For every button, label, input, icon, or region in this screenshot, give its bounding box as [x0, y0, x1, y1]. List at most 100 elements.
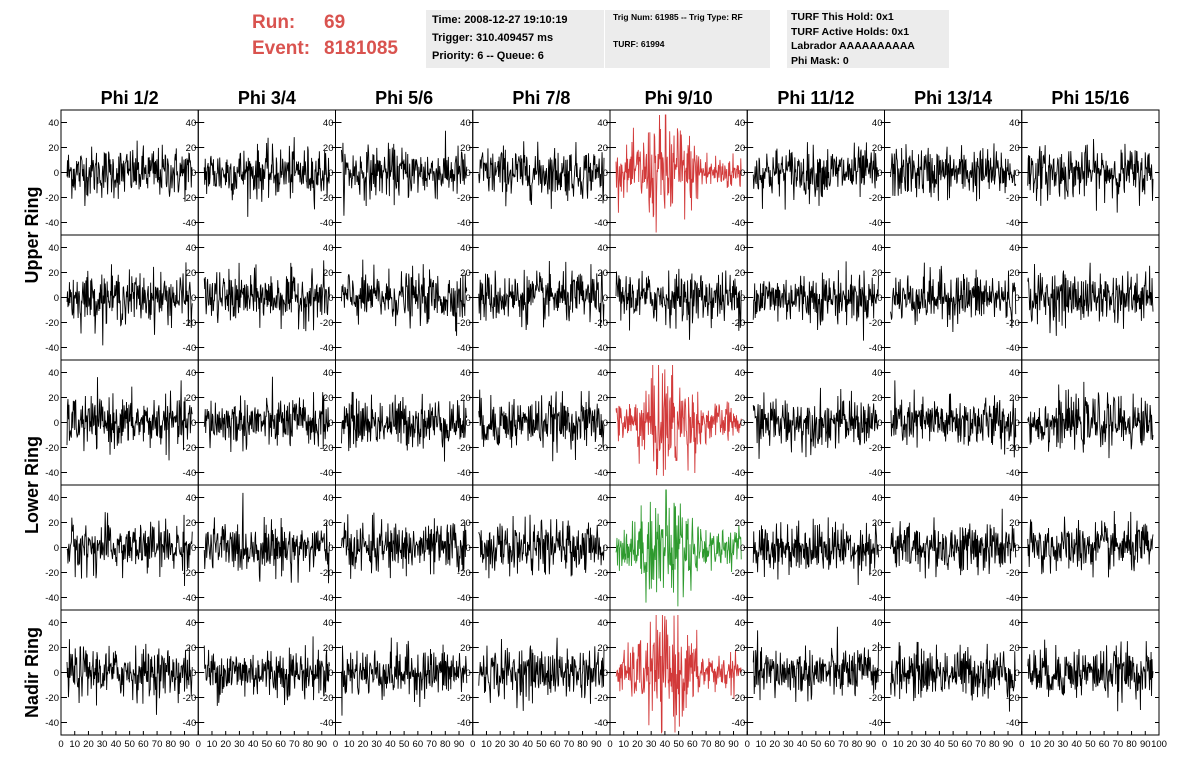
y-tick-label: 40	[186, 493, 197, 504]
y-tick-label: 0	[740, 668, 745, 679]
y-tick-label: 20	[186, 268, 197, 279]
x-tick-label: 50	[811, 739, 822, 750]
y-tick-label: 20	[872, 143, 883, 154]
y-tick-label: -20	[869, 318, 883, 329]
x-tick-label: 40	[385, 739, 396, 750]
y-tick-label: 20	[735, 393, 746, 404]
y-tick-label: -40	[869, 343, 883, 354]
waveform-trace	[615, 114, 742, 233]
x-tick-label: 30	[783, 739, 794, 750]
x-tick-label: 60	[550, 739, 561, 750]
y-tick-label: -20	[732, 318, 746, 329]
row-label: Lower Ring	[22, 436, 42, 534]
y-tick-label: 20	[597, 143, 608, 154]
y-tick-label: 20	[48, 143, 59, 154]
y-tick-label: 40	[872, 493, 883, 504]
y-tick-label: 40	[735, 368, 746, 379]
y-tick-label: -20	[183, 318, 197, 329]
y-tick-label: -40	[320, 218, 334, 229]
y-tick-label: 40	[186, 618, 197, 629]
y-tick-label: -40	[869, 718, 883, 729]
y-tick-label: -40	[594, 593, 608, 604]
y-tick-label: 40	[48, 618, 59, 629]
y-tick-label: 0	[877, 543, 882, 554]
column-header: Phi 11/12	[777, 88, 854, 108]
y-tick-label: 20	[872, 643, 883, 654]
y-tick-label: -40	[320, 343, 334, 354]
x-tick-label: 80	[440, 739, 451, 750]
y-tick-label: -20	[45, 568, 59, 579]
y-tick-label: 0	[191, 168, 196, 179]
y-tick-label: 0	[603, 168, 608, 179]
y-tick-label: 0	[1014, 168, 1019, 179]
y-tick-label: 40	[1009, 243, 1020, 254]
x-tick-label: 80	[166, 739, 177, 750]
y-tick-label: 0	[740, 168, 745, 179]
y-tick-label: -40	[45, 468, 59, 479]
x-tick-label: 70	[289, 739, 300, 750]
y-tick-label: 40	[735, 618, 746, 629]
waveform-trace	[478, 261, 605, 331]
waveform-trace	[615, 364, 742, 476]
run-event-box: Run: 69 Event: 8181085	[252, 10, 422, 62]
y-tick-label: 0	[1014, 668, 1019, 679]
x-tick-label: 20	[358, 739, 369, 750]
y-tick-label: 40	[186, 118, 197, 129]
waveform-trace	[615, 489, 742, 607]
x-tick-label: 90	[179, 739, 190, 750]
y-tick-label: 20	[1009, 393, 1020, 404]
waveform-trace	[341, 259, 468, 336]
y-tick-label: -40	[594, 218, 608, 229]
waveform-trace	[341, 391, 468, 462]
y-tick-label: 40	[460, 493, 471, 504]
y-tick-label: 0	[1014, 543, 1019, 554]
y-tick-label: -40	[1006, 343, 1020, 354]
y-tick-label: -40	[45, 718, 59, 729]
y-tick-label: 20	[872, 393, 883, 404]
x-tick-label: 50	[536, 739, 547, 750]
y-tick-label: 40	[323, 243, 334, 254]
y-tick-label: -20	[183, 443, 197, 454]
y-tick-label: 20	[186, 518, 197, 529]
x-tick-label: 30	[1058, 739, 1069, 750]
waveform-trace	[203, 636, 330, 706]
y-tick-label: 0	[191, 418, 196, 429]
y-tick-label: 0	[54, 543, 59, 554]
y-tick-label: 0	[1014, 418, 1019, 429]
y-tick-label: 20	[323, 268, 334, 279]
y-tick-label: 40	[872, 118, 883, 129]
y-tick-label: 0	[54, 668, 59, 679]
x-tick-label: 60	[1099, 739, 1110, 750]
y-tick-label: -20	[1006, 443, 1020, 454]
y-tick-label: -20	[457, 318, 471, 329]
y-tick-label: 20	[597, 518, 608, 529]
y-tick-label: 20	[323, 393, 334, 404]
y-tick-label: 0	[328, 668, 333, 679]
x-tick-label: 70	[1113, 739, 1124, 750]
y-tick-label: 0	[877, 168, 882, 179]
y-tick-label: -20	[594, 318, 608, 329]
waveform-trace	[478, 637, 605, 711]
waveform-trace	[66, 377, 193, 461]
y-tick-label: -20	[320, 318, 334, 329]
row-label: Upper Ring	[22, 187, 42, 284]
y-tick-label: 20	[1009, 143, 1020, 154]
waveform-trace	[890, 641, 1017, 712]
y-tick-label: 40	[597, 493, 608, 504]
y-tick-label: 40	[735, 118, 746, 129]
waveform-trace	[478, 141, 605, 209]
x-tick-label: 80	[852, 739, 863, 750]
y-tick-label: 0	[603, 293, 608, 304]
x-tick-label: 80	[1126, 739, 1137, 750]
y-tick-label: -40	[1006, 218, 1020, 229]
x-tick-label: 50	[262, 739, 273, 750]
y-tick-label: -20	[594, 693, 608, 704]
x-tick-label: 20	[220, 739, 231, 750]
y-tick-label: 40	[1009, 618, 1020, 629]
waveform-trace	[1027, 262, 1154, 336]
waveform-trace	[1027, 639, 1154, 712]
y-tick-label: -40	[320, 593, 334, 604]
run-label: Run:	[252, 12, 296, 33]
waveform-trace	[890, 380, 1017, 458]
y-tick-label: 0	[54, 168, 59, 179]
